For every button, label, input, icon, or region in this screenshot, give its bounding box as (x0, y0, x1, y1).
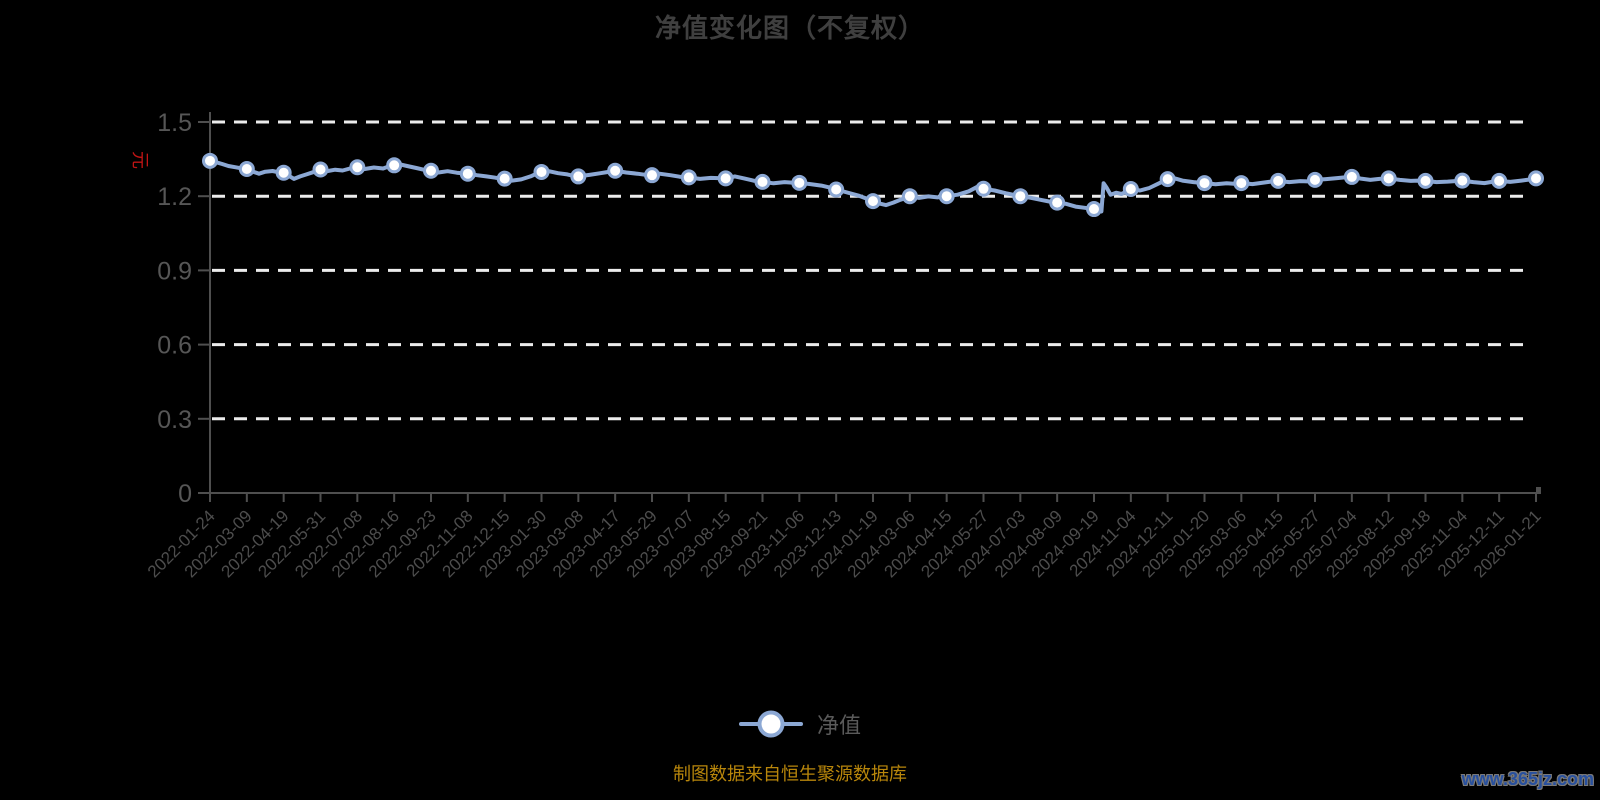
nav-data-point (607, 162, 624, 179)
nav-data-point (533, 163, 550, 180)
nav-data-point (975, 180, 992, 197)
nav-line-chart: 0 0.3 0.6 0.9 1.2 1.5 2022-01-242022-03-092022… (144, 109, 1545, 581)
nav-data-point (423, 162, 439, 179)
nav-data-point (386, 157, 403, 174)
legend-item-nav[interactable]: 净值 (738, 708, 861, 740)
y-tick-label: 0.9 (157, 257, 192, 285)
y-tick-label: 1.5 (157, 109, 192, 137)
nav-data-point (1270, 172, 1287, 189)
watermark-link[interactable]: www.365jz.com (1461, 769, 1594, 789)
data-source-note: 制图数据来自恒生聚源数据库 (673, 764, 907, 784)
nav-data-point (1233, 175, 1250, 192)
nav-data-point (275, 164, 292, 181)
nav-data-point (791, 174, 808, 191)
axes (209, 112, 1541, 494)
nav-data-point (202, 152, 218, 169)
nav-data-point (570, 168, 587, 185)
nav-data-point (1159, 171, 1176, 188)
nav-data-point (1491, 172, 1508, 189)
legend-line-marker-icon (738, 710, 803, 738)
nav-data-point (680, 169, 697, 186)
nav-data-point (1343, 168, 1360, 185)
nav-data-point (1454, 172, 1471, 189)
nav-data-point (1122, 181, 1139, 198)
y-tick-label: 1.2 (157, 183, 192, 211)
x-axis-ticks (209, 493, 1537, 502)
nav-data-point (496, 170, 513, 187)
nav-data-point (1417, 172, 1434, 189)
nav-data-point (1049, 194, 1066, 211)
page-title: 净值变化图（不复权） (654, 13, 925, 43)
nav-data-point (901, 188, 918, 205)
nav-data-point (1380, 170, 1397, 187)
nav-data-point (828, 181, 845, 198)
y-tick-label: 0.6 (157, 332, 192, 360)
y-tick-label: 0 (178, 480, 192, 508)
nav-data-point (938, 188, 955, 205)
nav-data-point (1196, 175, 1213, 192)
nav-data-point (865, 193, 881, 210)
nav-data-point (1086, 201, 1102, 218)
x-tick-labels: 2022-01-242022-03-092022-04-192022-05-31… (144, 506, 1545, 581)
y-tick-label: 0.3 (157, 406, 192, 434)
nav-data-point (1012, 188, 1029, 205)
nav-data-point (349, 159, 366, 176)
y-tick-labels: 0 0.3 0.6 0.9 1.2 1.5 (157, 109, 192, 508)
legend-dot-icon (757, 710, 785, 738)
series-markers (202, 152, 1544, 218)
nav-data-point (754, 173, 771, 190)
legend-label: 净值 (816, 713, 861, 738)
chart-legend: 净值 (0, 708, 1600, 740)
nav-data-point (312, 161, 329, 178)
nav-data-point (238, 160, 255, 177)
nav-data-point (644, 167, 660, 184)
nav-data-point (1307, 171, 1323, 188)
nav-data-point (1528, 170, 1544, 187)
nav-data-point (459, 165, 476, 182)
nav-data-point (717, 170, 734, 187)
y-axis-ticks (198, 121, 210, 494)
